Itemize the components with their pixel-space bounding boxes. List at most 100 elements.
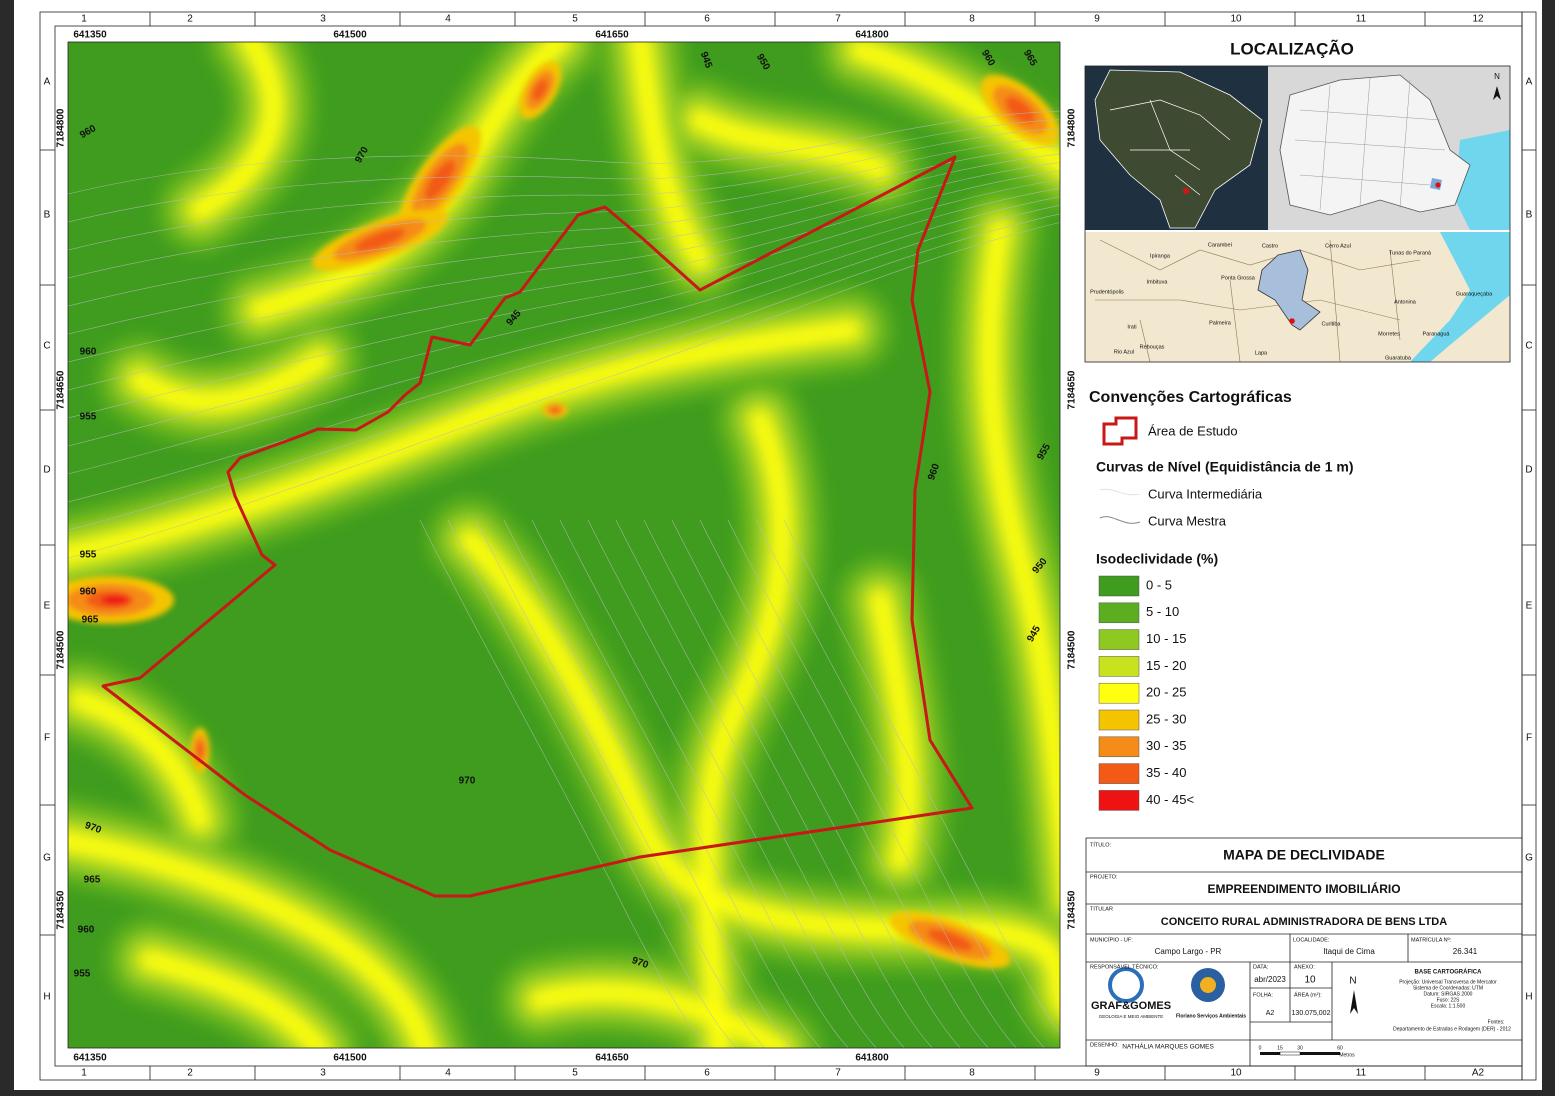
column-label: 2 [187, 14, 193, 25]
scale-tick: 15 [1277, 1045, 1283, 1051]
y-coordinate: 7184500 [56, 630, 67, 669]
column-label: 1 [81, 1068, 87, 1079]
field-label: ÁREA (m²): [1294, 991, 1322, 998]
sources: Departamento de Estradas e Rodagem (DER)… [1393, 1026, 1511, 1032]
legend-swatch [1098, 736, 1140, 758]
contour-line [68, 110, 1060, 195]
contour-line [68, 205, 1060, 503]
base-line: Sistema de Coordenadas: UTM [1413, 985, 1483, 991]
place-label: Rio Azul [1114, 349, 1134, 355]
legend-item: 10 - 15 [1146, 631, 1186, 646]
sheet: A2 [1266, 1010, 1275, 1017]
row-label: F [44, 733, 50, 744]
column-label: 3 [320, 14, 326, 25]
x-coordinate: 641800 [855, 30, 889, 41]
column-label: 10 [1230, 1068, 1242, 1079]
row-label: H [43, 992, 50, 1003]
contour-line [503, 519, 793, 1048]
slope-band [698, 412, 790, 1048]
slope-band [192, 42, 281, 218]
slope-band [532, 984, 788, 1048]
scale-tick: 30 [1297, 1045, 1303, 1051]
study-area [101, 155, 974, 898]
y-coordinate: 7184350 [1067, 890, 1078, 929]
place-label: Irati [1127, 324, 1136, 330]
logo-subtext: GEOLOGIA E MEIO AMBIENTE [1099, 1014, 1164, 1019]
contour-line [68, 187, 1060, 447]
place-label: Imbituva [1147, 279, 1169, 285]
slope-band [142, 952, 328, 1048]
north-arrow [1493, 86, 1501, 100]
slope-spot [424, 159, 456, 201]
x-coordinate: 641650 [595, 1053, 629, 1064]
field-label: TITULAR [1090, 906, 1113, 912]
north-arrow [1350, 990, 1358, 1014]
municipalities [1294, 77, 1446, 211]
legend-swatch [1098, 682, 1140, 704]
contour-line [68, 119, 1060, 223]
area: 130.075,002 [1292, 1010, 1331, 1017]
x-coordinate: 641650 [595, 30, 629, 41]
contour-line [587, 519, 877, 1048]
row-label: A [44, 77, 51, 88]
place-label: Guaratuba [1385, 355, 1412, 361]
row-label: E [1526, 601, 1533, 612]
field-label: DATA: [1253, 964, 1269, 970]
field-label: ANEXO: [1294, 964, 1315, 970]
column-label: 11 [1356, 14, 1367, 25]
north-label: N [1349, 976, 1356, 987]
legend-swatch [1098, 602, 1140, 624]
slope-spot [101, 595, 129, 605]
legend-item: 5 - 10 [1146, 604, 1179, 619]
legend-item: Curva Intermediária [1148, 486, 1263, 501]
place-label: Lapa [1255, 350, 1268, 356]
contour-line [68, 153, 1060, 335]
contour-lines [68, 110, 1060, 1048]
borders [1109, 99, 1231, 196]
ocean [1455, 130, 1510, 230]
north-label: N [1494, 72, 1500, 81]
contour-line [68, 179, 1060, 419]
location-title: LOCALIZAÇÃO [1230, 38, 1354, 58]
x-coordinate: 641350 [73, 1053, 107, 1064]
field-label: PROJETO: [1090, 874, 1118, 880]
base-line: Fuso: 22S [1437, 997, 1460, 1003]
legend-swatch [1098, 629, 1140, 650]
legend-item: 15 - 20 [1146, 658, 1186, 673]
x-coordinate: 641500 [333, 30, 367, 41]
slope-band [462, 532, 1060, 1011]
contour-line [643, 519, 933, 1048]
field-label: DESENHO: [1090, 1042, 1119, 1048]
legend-subtitle: Curvas de Nível (Equidistância de 1 m) [1096, 459, 1354, 475]
slope-spot [532, 79, 548, 101]
project: EMPREENDIMENTO IMOBILIÁRIO [1207, 881, 1400, 896]
y-coordinate: 7184500 [1067, 630, 1078, 669]
region-borders [1095, 239, 1421, 363]
intermediate-contour-symbol [1099, 488, 1141, 496]
slope-spot [1005, 96, 1035, 124]
legend-swatch [1098, 575, 1140, 597]
place-label: Rebouças [1140, 344, 1165, 350]
contour-label: 955 [74, 969, 91, 980]
slope-band [132, 352, 328, 410]
slope-spots [68, 61, 1060, 969]
row-label: G [43, 853, 51, 864]
x-coordinate: 641500 [333, 1053, 367, 1064]
title-block [1085, 837, 1523, 1067]
logo-text: Floriano Serviços Ambientais [1176, 1013, 1246, 1019]
column-label: 11 [1356, 1068, 1367, 1079]
legend-item: 30 - 35 [1146, 738, 1186, 753]
field-label: MATRÍCULA Nº: [1411, 936, 1452, 943]
row-label: C [43, 341, 50, 352]
column-label: 5 [572, 14, 578, 25]
field-label: MUNICÍPIO - UF: [1090, 936, 1133, 943]
locator-dot [1183, 188, 1189, 194]
locator-dot [1289, 318, 1295, 324]
legend-item: 0 - 5 [1146, 577, 1172, 592]
scale-unit: Metros [1339, 1052, 1355, 1058]
title-block-border [1085, 837, 1523, 1067]
logo2-center [1200, 977, 1216, 993]
drawer: NATHÁLIA MARQUES GOMES [1122, 1042, 1214, 1051]
